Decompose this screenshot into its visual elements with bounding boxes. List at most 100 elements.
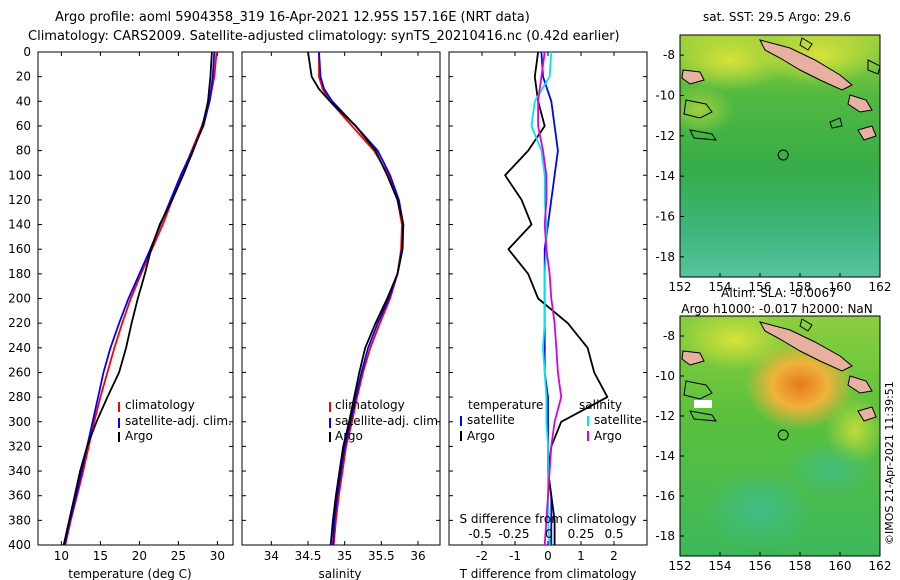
series-line-s-satellite — [530, 52, 553, 545]
sst-map-panel: sat. SST: 29.5 Argo: 29.6 152 154 156 158 16… — [655, 10, 891, 294]
legend-label-satellite: satellite-adj. clim. — [335, 414, 442, 428]
difference-x-axis: -2 -1 0 1 2 — [476, 52, 618, 563]
lat-tick-label: -12 — [655, 129, 675, 143]
sst-map-image — [680, 35, 880, 277]
legend-label-t-argo: Argo — [467, 429, 495, 443]
legend-label-argo: Argo — [125, 429, 153, 443]
lat-tick-label: -14 — [655, 169, 675, 183]
lon-tick-label: 154 — [709, 280, 732, 294]
difference-lines — [504, 52, 609, 545]
y-tick-label: 120 — [8, 193, 31, 207]
legend-label-argo: Argo — [335, 429, 363, 443]
x-tick-label: 36 — [410, 549, 425, 563]
x-tick-label: 25 — [171, 549, 186, 563]
sla-map-title-2: Argo h1000: -0.017 h2000: NaN — [681, 302, 873, 316]
imos-credit: ©IMOS 21-Apr-2021 11:39:51 — [883, 381, 896, 545]
y-tick-label: 300 — [8, 415, 31, 429]
lon-tick-label: 158 — [789, 559, 812, 573]
legend-label-t-satellite: satellite — [467, 413, 515, 427]
lat-tick-label: -16 — [655, 489, 675, 503]
legend-title-salinity: salinity — [579, 398, 622, 412]
salinity-legend: climatology satellite-adj. clim. Argo — [329, 398, 442, 443]
y-tick-label: 400 — [8, 538, 31, 552]
sst-map-title: sat. SST: 29.5 Argo: 29.6 — [703, 10, 851, 24]
temperature-legend: climatology satellite-adj. clim. Argo — [118, 398, 232, 443]
depth-axis: 0 20 40 60 80 100 120 140 160 180 200 220 240 260 280 3… — [8, 45, 233, 552]
sst-map-axes: 152 154 156 158 160 162 -8 -10 -12 -14 -16 -18 — [655, 48, 891, 294]
series-line-argo — [62, 52, 213, 545]
figure-title: Argo profile: aoml 5904358_319 16-Apr-20… — [55, 10, 530, 25]
x-tick-label: 35.5 — [368, 549, 395, 563]
difference-y-ticks — [449, 51, 647, 546]
salinity-x-axis: 34 34.5 35 35.5 36 — [264, 52, 426, 563]
lon-tick-label: 160 — [829, 559, 852, 573]
lon-tick-label: 154 — [709, 559, 732, 573]
series-line-s-argo — [537, 52, 563, 545]
difference-xlabel: T difference from climatology — [459, 567, 637, 580]
lat-tick-label: -18 — [655, 529, 675, 543]
legend-label-s-satellite: satellite — [594, 413, 642, 427]
sla-map-title-1: Altim. SLA: -0.0067 — [721, 286, 837, 300]
s-diff-tick-label: 0 — [545, 527, 553, 541]
y-tick-label: 60 — [16, 119, 31, 133]
salinity-lines — [307, 52, 405, 545]
lat-tick-label: -18 — [655, 250, 675, 264]
x-tick-label: 34 — [264, 549, 279, 563]
legend-label-satellite: satellite-adj. clim. — [125, 414, 232, 428]
lat-tick-label: -8 — [663, 48, 675, 62]
y-tick-label: 280 — [8, 390, 31, 404]
lon-tick-label: 162 — [869, 280, 892, 294]
legend-label-climatology: climatology — [125, 398, 195, 412]
legend-label-climatology: climatology — [335, 398, 405, 412]
lat-tick-label: -14 — [655, 449, 675, 463]
lat-tick-label: -10 — [655, 89, 675, 103]
lon-tick-label: 156 — [749, 559, 772, 573]
y-tick-label: 360 — [8, 489, 31, 503]
difference-panel: -2 -1 0 1 2 temperature salinity satellite A… — [448, 51, 648, 580]
lon-tick-label: 158 — [789, 280, 812, 294]
y-tick-label: 160 — [8, 242, 31, 256]
x-tick-label: 20 — [132, 549, 147, 563]
y-tick-label: 220 — [8, 316, 31, 330]
salinity-y-ticks — [242, 51, 440, 546]
x-tick-label: 10 — [54, 549, 69, 563]
y-tick-label: 40 — [16, 94, 31, 108]
x-tick-label: 35 — [337, 549, 352, 563]
legend-title-temperature: temperature — [468, 398, 543, 412]
temperature-xlabel: temperature (deg C) — [68, 567, 191, 580]
s-diff-tick-label: 0.25 — [568, 527, 595, 541]
sla-map-image — [680, 316, 880, 556]
lat-tick-label: -10 — [655, 369, 675, 383]
lat-tick-label: -16 — [655, 210, 675, 224]
sla-map-axes: 152 154 156 158 160 162 -8 -10 -12 -14 -16 -18 — [655, 329, 891, 573]
salinity-difference-scale: -0.5 -0.25 0 0.25 0.5 — [468, 527, 623, 541]
y-tick-label: 380 — [8, 513, 31, 527]
y-tick-label: 260 — [8, 365, 31, 379]
y-tick-label: 100 — [8, 168, 31, 182]
x-tick-label: 2 — [610, 549, 618, 563]
legend-label-s-argo: Argo — [594, 429, 622, 443]
sla-map-panel: Altim. SLA: -0.0067 Argo h1000: -0.017 h… — [655, 286, 891, 573]
lon-tick-label: 160 — [829, 280, 852, 294]
salinity-xlabel: salinity — [318, 567, 361, 580]
lon-tick-label: 152 — [669, 559, 692, 573]
lon-tick-label: 162 — [869, 559, 892, 573]
x-tick-label: 15 — [93, 549, 108, 563]
lon-tick-label: 152 — [669, 280, 692, 294]
sst-argo-position-marker — [777, 149, 789, 161]
y-tick-label: 320 — [8, 439, 31, 453]
y-tick-label: 240 — [8, 341, 31, 355]
figure-subtitle: Climatology: CARS2009. Satellite-adjuste… — [28, 29, 620, 44]
x-tick-label: 1 — [577, 549, 585, 563]
x-tick-label: 34.5 — [295, 549, 322, 563]
temperature-lines — [62, 52, 218, 545]
temperature-x-axis: 10 15 20 25 30 — [54, 52, 225, 563]
s-diff-tick-label: 0.5 — [604, 527, 623, 541]
y-tick-label: 340 — [8, 464, 31, 478]
y-tick-label: 180 — [8, 267, 31, 281]
y-tick-label: 200 — [8, 292, 31, 306]
sla-argo-position-marker — [777, 429, 789, 441]
x-tick-label: 30 — [210, 549, 225, 563]
x-tick-label: -1 — [509, 549, 521, 563]
